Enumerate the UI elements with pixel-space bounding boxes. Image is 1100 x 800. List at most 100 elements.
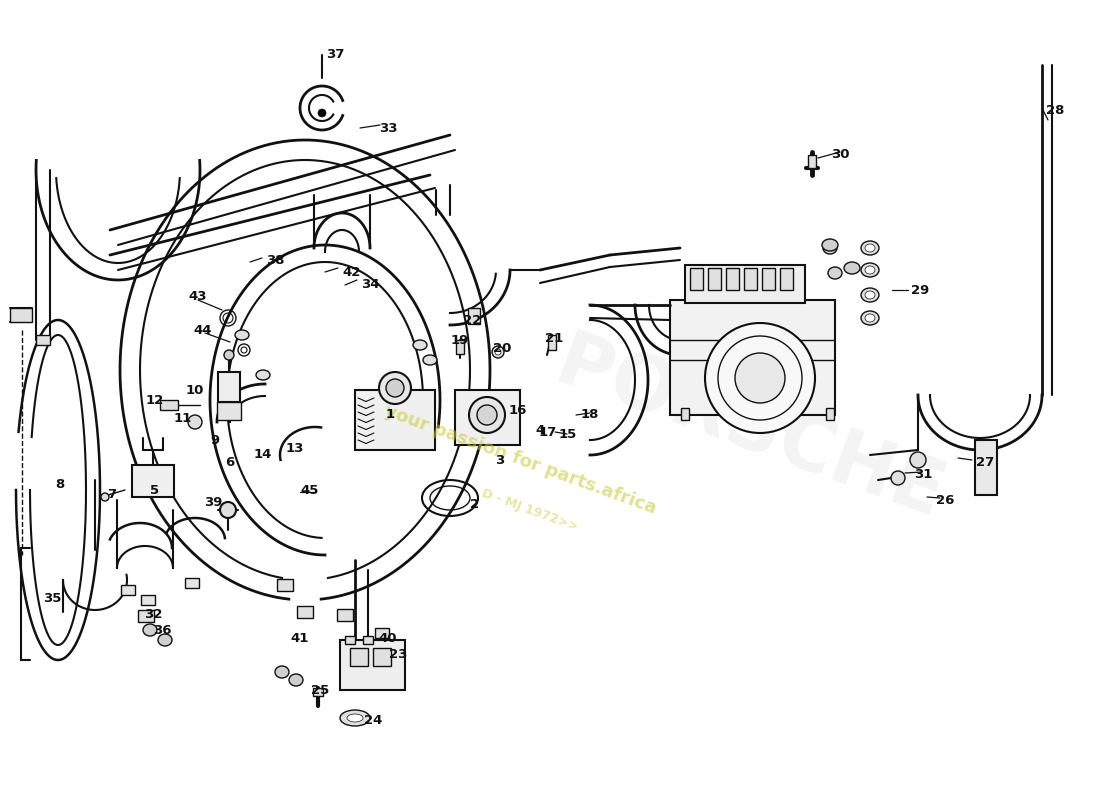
Text: 27: 27 [976, 455, 994, 469]
Circle shape [495, 349, 500, 355]
Text: 11: 11 [174, 411, 192, 425]
Bar [708, 268, 720, 290]
Text: PORSCHE: PORSCHE [547, 326, 954, 534]
Bar [141, 595, 155, 605]
Text: 9: 9 [210, 434, 220, 446]
Bar [826, 408, 834, 420]
Circle shape [386, 379, 404, 397]
Text: 44: 44 [194, 323, 212, 337]
Text: 24: 24 [364, 714, 382, 726]
Text: 32: 32 [144, 609, 162, 622]
Bar [690, 268, 703, 290]
Circle shape [477, 405, 497, 425]
Ellipse shape [424, 355, 437, 365]
Text: 3: 3 [495, 454, 505, 466]
Text: 18: 18 [581, 409, 600, 422]
Circle shape [224, 350, 234, 360]
Ellipse shape [289, 674, 302, 686]
Bar [744, 268, 757, 290]
Bar [350, 648, 368, 666]
Text: 39: 39 [204, 495, 222, 509]
Bar [314, 688, 323, 696]
Text: 41: 41 [290, 631, 309, 645]
Text: 12: 12 [146, 394, 164, 406]
Text: 1: 1 [385, 409, 395, 422]
Bar [138, 610, 154, 622]
Ellipse shape [822, 239, 838, 251]
Bar [363, 636, 373, 644]
Bar [121, 585, 135, 595]
Ellipse shape [275, 666, 289, 678]
Ellipse shape [346, 714, 363, 722]
Bar [685, 265, 805, 303]
Circle shape [379, 372, 411, 404]
Bar [975, 440, 997, 495]
Circle shape [220, 502, 236, 518]
Text: 22: 22 [463, 314, 481, 326]
Text: 23: 23 [388, 649, 407, 662]
Bar [217, 402, 241, 420]
Bar [340, 640, 405, 690]
Bar [218, 372, 240, 402]
Bar [185, 578, 199, 588]
Ellipse shape [865, 314, 874, 322]
Text: 29: 29 [911, 283, 930, 297]
Bar [355, 390, 434, 450]
Text: 8: 8 [55, 478, 65, 491]
Bar [132, 465, 174, 497]
Ellipse shape [828, 267, 842, 279]
Ellipse shape [861, 311, 879, 325]
Ellipse shape [823, 242, 837, 254]
Bar [277, 579, 293, 591]
Text: 5: 5 [151, 483, 160, 497]
Bar [373, 648, 390, 666]
Ellipse shape [861, 263, 879, 277]
Bar [726, 268, 739, 290]
Text: 42: 42 [343, 266, 361, 278]
Text: D - MJ 1972>>: D - MJ 1972>> [480, 486, 580, 534]
Bar [10, 308, 32, 322]
Bar [375, 628, 389, 638]
Text: 17: 17 [539, 426, 557, 438]
Ellipse shape [235, 330, 249, 340]
Bar [670, 300, 835, 415]
Text: 7: 7 [108, 489, 117, 502]
Ellipse shape [844, 262, 860, 274]
Text: 14: 14 [254, 447, 272, 461]
Ellipse shape [143, 624, 157, 636]
Ellipse shape [861, 288, 879, 302]
Circle shape [101, 493, 109, 501]
Ellipse shape [158, 634, 172, 646]
Bar [780, 268, 793, 290]
Text: 36: 36 [153, 623, 172, 637]
Bar [36, 335, 50, 345]
Circle shape [705, 323, 815, 433]
Text: 30: 30 [830, 149, 849, 162]
Ellipse shape [256, 370, 270, 380]
Bar [345, 636, 355, 644]
Bar [681, 408, 689, 420]
Text: 43: 43 [189, 290, 207, 302]
Text: 40: 40 [378, 631, 397, 645]
Ellipse shape [340, 710, 370, 726]
Circle shape [318, 109, 326, 117]
Text: 34: 34 [361, 278, 379, 291]
Ellipse shape [412, 340, 427, 350]
Circle shape [492, 346, 504, 358]
Text: 4: 4 [536, 423, 544, 437]
Bar [468, 308, 480, 324]
Circle shape [735, 353, 785, 403]
Ellipse shape [861, 241, 879, 255]
Text: your passion for parts.africa: your passion for parts.africa [382, 402, 659, 518]
Text: 21: 21 [544, 331, 563, 345]
Ellipse shape [865, 244, 874, 252]
Text: 16: 16 [509, 403, 527, 417]
Bar [337, 609, 353, 621]
Text: 33: 33 [378, 122, 397, 134]
Text: 6: 6 [226, 455, 234, 469]
Ellipse shape [865, 266, 874, 274]
Text: 15: 15 [559, 427, 578, 441]
Ellipse shape [865, 291, 874, 299]
Bar [548, 335, 556, 350]
Bar [160, 400, 178, 410]
